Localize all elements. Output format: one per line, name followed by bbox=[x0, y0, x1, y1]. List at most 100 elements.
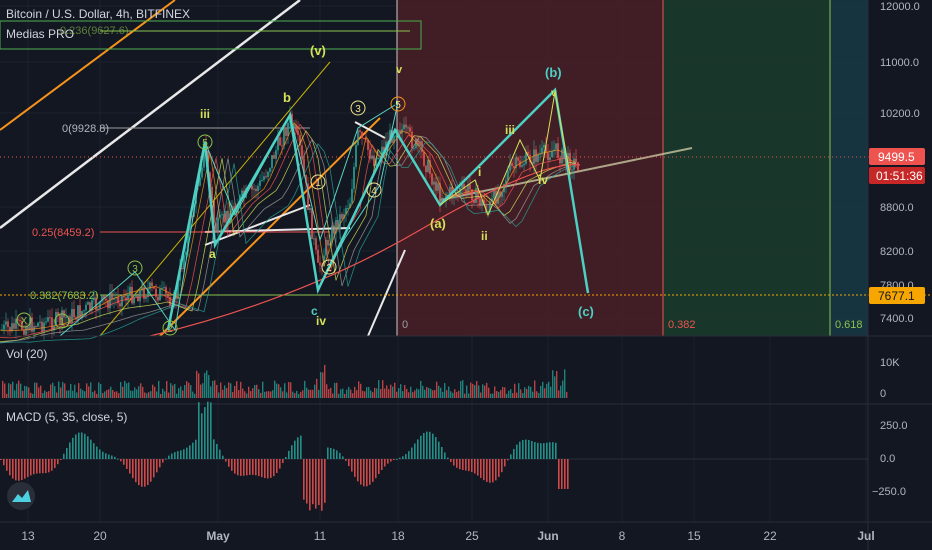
volume-bar bbox=[452, 392, 454, 398]
volume-bar bbox=[378, 380, 380, 398]
candle-body bbox=[333, 225, 335, 234]
volume-bar bbox=[56, 392, 58, 398]
fib-label-382: 0.382(7683.2) bbox=[30, 290, 99, 302]
wave-label-c: c bbox=[311, 304, 318, 318]
volume-bar bbox=[226, 388, 228, 398]
candle-body bbox=[65, 316, 67, 318]
macd-bar bbox=[153, 459, 155, 478]
candle-body bbox=[241, 190, 243, 196]
volume-bar bbox=[160, 393, 162, 398]
candle-body bbox=[25, 326, 27, 335]
volume-bar bbox=[276, 383, 278, 398]
candle-body bbox=[307, 183, 309, 210]
volume-bar bbox=[200, 384, 202, 398]
volume-bar bbox=[186, 381, 188, 398]
macd-bar bbox=[150, 459, 152, 482]
macd-bar bbox=[117, 458, 119, 460]
volume-bar bbox=[172, 385, 174, 398]
volume-bar bbox=[136, 389, 138, 398]
candle-body bbox=[343, 214, 345, 219]
candle-body bbox=[571, 169, 573, 171]
volume-bar bbox=[372, 392, 374, 398]
macd-bar bbox=[558, 459, 560, 489]
volume-bar bbox=[468, 393, 470, 398]
candle-body bbox=[517, 157, 519, 161]
macd-bar bbox=[210, 402, 212, 459]
macd-bar bbox=[561, 459, 563, 489]
candle-body bbox=[141, 287, 143, 291]
candle-body bbox=[469, 184, 471, 190]
candle-body bbox=[381, 146, 383, 158]
macd-bar bbox=[546, 442, 548, 459]
candle-body bbox=[81, 311, 83, 318]
candle-body bbox=[443, 197, 445, 199]
candle-body bbox=[49, 317, 51, 319]
volume-bar bbox=[242, 388, 244, 398]
macd-bar bbox=[192, 442, 194, 459]
candle-body bbox=[95, 297, 97, 310]
volume-bar bbox=[498, 391, 500, 398]
candle-body bbox=[57, 312, 59, 316]
volume-bar bbox=[274, 380, 276, 398]
candle-body bbox=[83, 310, 85, 312]
candle-body bbox=[253, 188, 255, 190]
volume-bar bbox=[228, 382, 230, 398]
candle-body bbox=[265, 176, 267, 178]
macd-bar bbox=[12, 459, 14, 479]
volume-bar bbox=[476, 381, 478, 398]
volume-bar bbox=[266, 391, 268, 398]
volume-bar bbox=[202, 383, 204, 398]
macd-bar bbox=[414, 443, 416, 459]
volume-bar bbox=[496, 391, 498, 398]
volume-bar bbox=[32, 393, 34, 398]
volume-bar bbox=[184, 385, 186, 398]
candle-body bbox=[121, 295, 123, 307]
volume-bar bbox=[92, 392, 94, 398]
macd-bar bbox=[177, 451, 179, 459]
volume-bar bbox=[306, 387, 308, 398]
candle-body bbox=[9, 327, 11, 332]
moving-average-line bbox=[0, 123, 577, 339]
volume-bar bbox=[416, 388, 418, 398]
volume-bar bbox=[312, 389, 314, 398]
candle-body bbox=[323, 255, 325, 267]
candle-body bbox=[379, 157, 381, 159]
time-tick-label: 22 bbox=[763, 529, 777, 543]
trend-line-orange-upper bbox=[0, 0, 176, 131]
macd-bar bbox=[27, 459, 29, 478]
macd-bar bbox=[36, 459, 38, 474]
candle-body bbox=[551, 151, 553, 158]
volume-bar bbox=[282, 391, 284, 398]
volume-bar bbox=[296, 390, 298, 398]
volume-bar bbox=[426, 387, 428, 398]
macd-bar bbox=[504, 459, 506, 467]
macd-bar bbox=[108, 454, 110, 459]
candle-body bbox=[85, 304, 87, 311]
macd-bar bbox=[360, 459, 362, 485]
macd-bar bbox=[228, 459, 230, 467]
volume-bar bbox=[448, 386, 450, 398]
volume-bar bbox=[536, 391, 538, 398]
tradingview-logo[interactable] bbox=[7, 482, 35, 510]
macd-bar bbox=[165, 458, 167, 460]
macd-bar bbox=[90, 439, 92, 459]
volume-bar bbox=[304, 380, 306, 398]
volume-bar bbox=[366, 387, 368, 398]
wave-label-v: v bbox=[396, 64, 403, 76]
candle-body bbox=[403, 124, 405, 130]
candle-body bbox=[529, 154, 531, 163]
macd-bar bbox=[258, 459, 260, 477]
candle-body bbox=[327, 240, 329, 246]
volume-bar bbox=[528, 385, 530, 398]
wave-label-v-major: (v) bbox=[310, 43, 326, 58]
circle-label-1-green: 1 bbox=[54, 313, 70, 329]
volume-bar bbox=[84, 391, 86, 398]
volume-bar bbox=[150, 391, 152, 398]
macd-bar bbox=[135, 459, 137, 483]
candle-body bbox=[11, 323, 13, 332]
macd-tick-0: 0.0 bbox=[880, 453, 895, 465]
macd-bar bbox=[303, 459, 305, 500]
candle-body bbox=[297, 130, 299, 136]
candle-body bbox=[39, 321, 41, 323]
candle-body bbox=[283, 128, 285, 146]
